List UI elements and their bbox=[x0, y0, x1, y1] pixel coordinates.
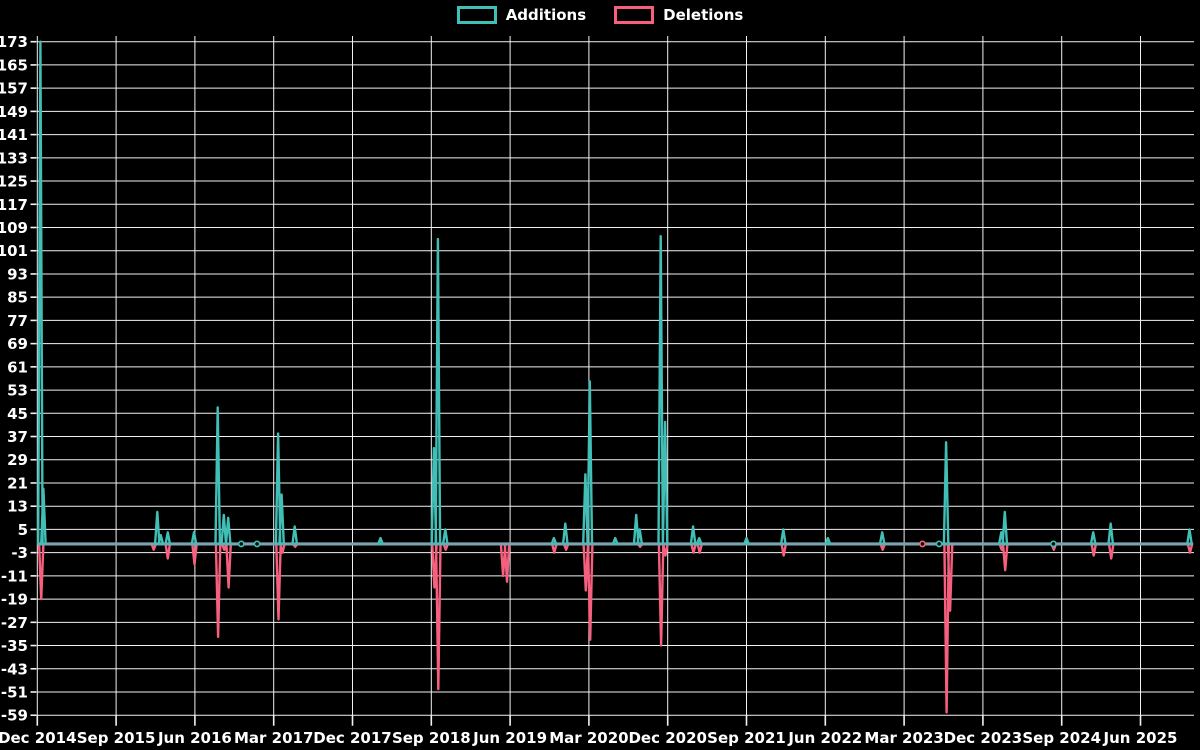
y-tick-label: 61 bbox=[7, 358, 28, 376]
y-tick-label: 117 bbox=[0, 196, 28, 214]
legend-item-additions: Additions bbox=[456, 6, 587, 24]
point-marker bbox=[237, 540, 245, 548]
x-tick-label: Jun 2016 bbox=[157, 729, 232, 747]
y-tick-label: 141 bbox=[0, 126, 28, 144]
y-tick-label: 149 bbox=[0, 103, 28, 121]
x-tick-label: Dec 2014 bbox=[0, 729, 77, 747]
horizontal-gridlines bbox=[37, 41, 1194, 716]
x-tick-label: Sep 2021 bbox=[707, 729, 786, 747]
y-tick-labels: 173 165 157 149 141 133 125 117 109 101 93 85 77 69 61… bbox=[0, 33, 28, 725]
point-markers bbox=[237, 540, 1057, 548]
y-tick-label: 133 bbox=[0, 149, 28, 167]
y-tick-label: 77 bbox=[7, 312, 28, 330]
chart-legend: Additions Deletions bbox=[0, 6, 1200, 24]
x-tick-labels: Dec 2014 Sep 2015 Jun 2016 Mar 2017 Dec 2017… bbox=[0, 729, 1177, 747]
x-tick-label: Dec 2017 bbox=[313, 729, 392, 747]
vertical-gridlines bbox=[36, 36, 1142, 716]
y-tick-label: 101 bbox=[0, 242, 28, 260]
y-tick-label: 5 bbox=[18, 521, 28, 539]
y-tick-label: -43 bbox=[1, 660, 28, 678]
y-tick-label: 69 bbox=[7, 335, 28, 353]
y-tick-label: 45 bbox=[7, 405, 28, 423]
y-tick-label: 93 bbox=[7, 265, 28, 283]
x-tick-label: Sep 2024 bbox=[1022, 729, 1101, 747]
deletions-line bbox=[37, 542, 1194, 714]
y-tick-label: 125 bbox=[0, 173, 28, 191]
x-tick-label: Jun 2019 bbox=[472, 729, 547, 747]
y-tick-label: 37 bbox=[7, 428, 28, 446]
y-tick-label: -35 bbox=[1, 637, 28, 655]
legend-item-deletions: Deletions bbox=[614, 6, 743, 24]
deletions-swatch-icon bbox=[614, 6, 655, 24]
y-tick-label: 109 bbox=[0, 219, 28, 237]
x-tick-label: Mar 2017 bbox=[234, 729, 313, 747]
y-tick-label: 13 bbox=[7, 498, 28, 516]
additions-line bbox=[37, 40, 1193, 546]
y-tick-label: 29 bbox=[7, 451, 28, 469]
y-tick-label: -11 bbox=[1, 567, 28, 585]
deletions-line-path bbox=[37, 542, 1194, 714]
x-tick-label: Sep 2015 bbox=[77, 729, 156, 747]
point-marker bbox=[919, 540, 926, 548]
x-tick-marks bbox=[36, 715, 1142, 726]
x-tick-label: Mar 2020 bbox=[549, 729, 628, 747]
x-tick-label: Mar 2023 bbox=[864, 729, 943, 747]
y-tick-label: 85 bbox=[7, 289, 28, 307]
x-tick-label: Sep 2018 bbox=[392, 729, 471, 747]
y-tick-label: -27 bbox=[1, 614, 28, 632]
y-tick-label: 165 bbox=[0, 56, 28, 74]
point-marker bbox=[253, 540, 261, 548]
legend-label-deletions: Deletions bbox=[663, 6, 744, 24]
x-tick-label: Dec 2023 bbox=[944, 729, 1023, 747]
x-tick-label: Dec 2020 bbox=[628, 729, 707, 747]
point-marker bbox=[1049, 540, 1057, 548]
y-tick-label: 173 bbox=[0, 33, 28, 51]
y-tick-label: 157 bbox=[0, 80, 28, 98]
y-tick-label: -19 bbox=[1, 591, 28, 609]
y-tick-marks bbox=[30, 40, 37, 717]
x-tick-label: Jun 2025 bbox=[1103, 729, 1178, 747]
legend-label-additions: Additions bbox=[505, 6, 587, 24]
y-tick-label: -3 bbox=[11, 544, 28, 562]
y-tick-label: 53 bbox=[7, 382, 28, 400]
x-tick-label: Jun 2022 bbox=[787, 729, 862, 747]
additions-line-path bbox=[37, 40, 1193, 546]
additions-swatch-icon bbox=[456, 6, 497, 24]
point-marker bbox=[935, 540, 943, 548]
y-tick-label: 21 bbox=[7, 474, 28, 492]
y-tick-label: -59 bbox=[1, 707, 28, 725]
y-tick-label: -51 bbox=[1, 683, 28, 701]
